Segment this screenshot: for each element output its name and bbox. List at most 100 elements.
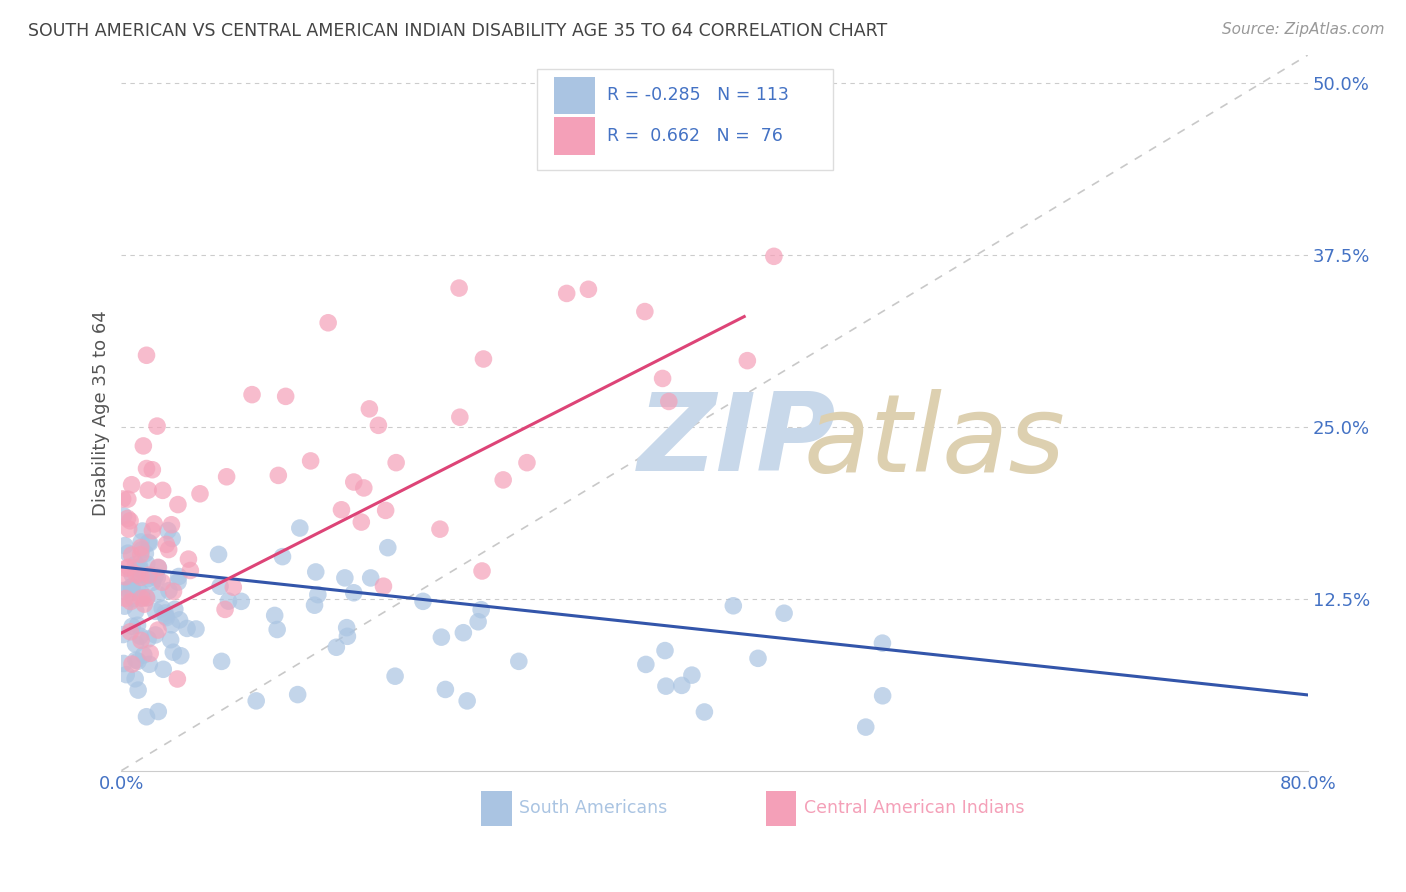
Point [118, 560, 141, 574]
Point [747, 651, 769, 665]
Point [170, 648, 193, 663]
Point [155, 609, 177, 624]
Point [150, 601, 173, 615]
Point [231, 594, 253, 608]
Point [167, 498, 190, 512]
Text: atlas: atlas [803, 389, 1066, 494]
Point [240, 387, 263, 401]
Point [112, 508, 135, 523]
Point [188, 487, 211, 501]
Point [135, 348, 157, 362]
Point [127, 683, 149, 698]
Point [138, 535, 160, 549]
Text: Central American Indians: Central American Indians [803, 799, 1024, 817]
Point [155, 537, 177, 551]
Point [138, 657, 160, 672]
Point [304, 598, 326, 612]
Point [152, 662, 174, 676]
Point [343, 475, 366, 489]
Point [449, 281, 471, 295]
Point [150, 575, 173, 590]
Point [176, 621, 198, 635]
Point [136, 632, 159, 646]
Point [343, 586, 366, 600]
Point [121, 567, 143, 582]
Point [120, 580, 142, 594]
Point [124, 637, 146, 651]
Point [129, 633, 152, 648]
Point [111, 491, 134, 506]
Point [723, 599, 745, 613]
Text: South Americans: South Americans [519, 799, 666, 817]
Point [129, 570, 152, 584]
Point [135, 591, 157, 605]
Point [471, 564, 494, 578]
Point [336, 621, 359, 635]
Point [129, 541, 152, 555]
Point [115, 561, 138, 575]
Point [135, 461, 157, 475]
Point [467, 615, 489, 629]
Point [167, 569, 190, 583]
Point [274, 389, 297, 403]
Point [124, 672, 146, 686]
Point [267, 468, 290, 483]
Point [117, 546, 139, 560]
Point [121, 657, 143, 672]
Point [429, 522, 451, 536]
Point [166, 672, 188, 686]
Point [160, 617, 183, 632]
Point [127, 654, 149, 668]
Point [141, 463, 163, 477]
Point [508, 654, 530, 668]
Point [169, 613, 191, 627]
Point [117, 492, 139, 507]
Point [114, 570, 136, 584]
Point [132, 591, 155, 605]
Point [132, 439, 155, 453]
Point [737, 353, 759, 368]
Point [117, 511, 139, 525]
Point [453, 625, 475, 640]
Point [112, 627, 135, 641]
Point [127, 582, 149, 597]
Point [128, 559, 150, 574]
Point [377, 541, 399, 555]
Point [373, 579, 395, 593]
Point [135, 710, 157, 724]
Point [287, 688, 309, 702]
Point [555, 286, 578, 301]
Text: Source: ZipAtlas.com: Source: ZipAtlas.com [1222, 22, 1385, 37]
Text: ZIP: ZIP [637, 389, 835, 494]
Point [148, 705, 170, 719]
Point [516, 456, 538, 470]
Point [120, 514, 142, 528]
FancyBboxPatch shape [554, 118, 595, 154]
FancyBboxPatch shape [481, 790, 512, 826]
Point [138, 568, 160, 582]
Point [134, 597, 156, 611]
Point [360, 571, 382, 585]
Point [167, 575, 190, 590]
Point [353, 481, 375, 495]
Point [179, 564, 201, 578]
Point [671, 678, 693, 692]
Point [492, 473, 515, 487]
Point [146, 571, 169, 585]
Text: SOUTH AMERICAN VS CENTRAL AMERICAN INDIAN DISABILITY AGE 35 TO 64 CORRELATION CH: SOUTH AMERICAN VS CENTRAL AMERICAN INDIA… [28, 22, 887, 40]
Point [333, 571, 356, 585]
Point [136, 483, 159, 497]
Point [141, 524, 163, 538]
Point [131, 586, 153, 600]
Point [214, 602, 236, 616]
Point [131, 542, 153, 557]
Point [117, 582, 139, 597]
Point [412, 594, 434, 608]
Point [263, 608, 285, 623]
Point [184, 622, 207, 636]
Point [472, 351, 495, 366]
Point [430, 630, 453, 644]
Point [121, 477, 143, 491]
Point [159, 632, 181, 647]
Point [120, 624, 142, 639]
